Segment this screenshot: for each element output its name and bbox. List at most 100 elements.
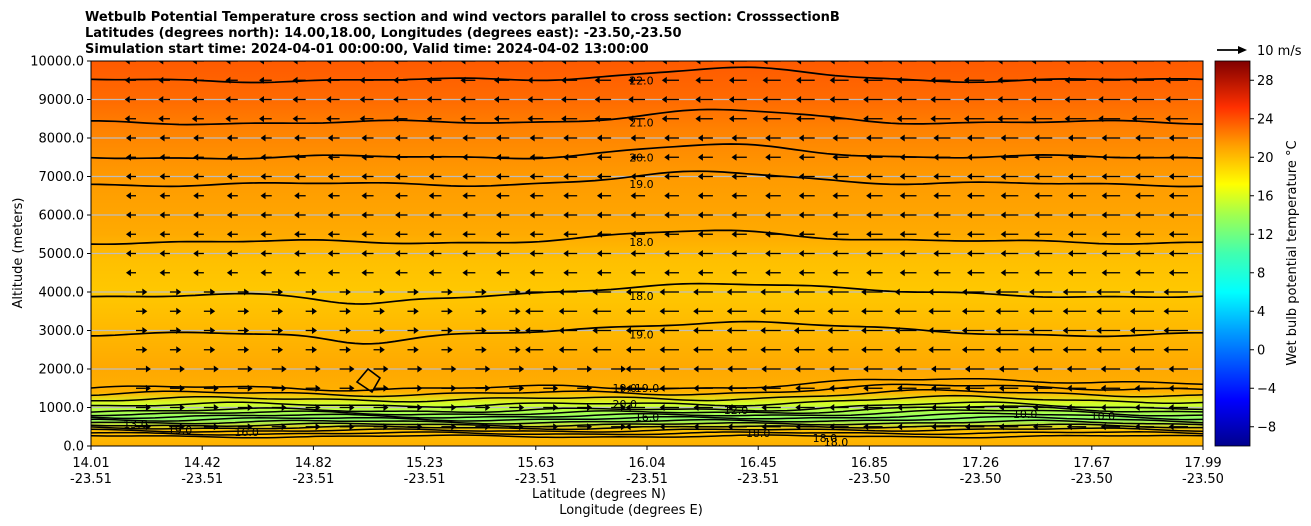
- wind-vector-head: [832, 211, 838, 219]
- wind-vector-head: [359, 115, 365, 123]
- wind-vector-head: [1032, 423, 1038, 431]
- wind-vector-head: [731, 230, 737, 238]
- wind-vector-head: [1101, 269, 1107, 277]
- wind-vector-head: [1101, 153, 1107, 161]
- wind-vector-head: [630, 269, 636, 277]
- wind-vector-head: [620, 423, 626, 431]
- wind-vector-head: [693, 365, 699, 373]
- wind-vector-head: [481, 346, 487, 354]
- wind-vector-head: [315, 423, 321, 431]
- wind-vector-head: [1096, 307, 1102, 315]
- wind-vector-head: [1067, 134, 1073, 142]
- wind-vector-head: [125, 211, 131, 219]
- wind-vector-head: [931, 404, 937, 411]
- wind-vector-head: [664, 173, 670, 180]
- wind-vector-head: [728, 76, 734, 84]
- wind-vector-head: [179, 384, 185, 392]
- wind-vector-head: [896, 115, 902, 123]
- wind-vector-head: [693, 404, 699, 411]
- wind-vector-head: [145, 404, 151, 411]
- wind-vector-head: [863, 365, 869, 373]
- wind-vector-head: [896, 96, 902, 103]
- wind-vector-head: [361, 192, 367, 200]
- wind-vector-head: [349, 384, 355, 392]
- wind-vector-head: [930, 61, 936, 65]
- wind-vector-head: [625, 288, 631, 296]
- wind-vector-head: [620, 404, 626, 411]
- wind-vector-head: [1168, 423, 1174, 431]
- wind-vector-head: [519, 365, 525, 373]
- x-tick-label-longitude: -23.51: [404, 472, 446, 487]
- wind-vector-head: [866, 153, 872, 161]
- wind-vector-head: [967, 134, 973, 142]
- wind-vector-head: [695, 115, 701, 123]
- wind-vector-head: [928, 307, 934, 315]
- wind-vector-head: [278, 288, 284, 296]
- quiver-key-arrowhead: [1238, 46, 1247, 54]
- wind-vector-head: [761, 365, 767, 373]
- wind-vector-head: [525, 327, 531, 334]
- wind-vector-head: [1032, 384, 1038, 392]
- wind-vector-head: [592, 288, 598, 296]
- wind-vector-head: [327, 192, 333, 200]
- wind-vector-head: [1067, 153, 1073, 161]
- wind-vector-head: [596, 173, 602, 180]
- wind-vector-head: [829, 384, 835, 392]
- wind-vector-head: [995, 346, 1001, 354]
- chart-title-line-3: Simulation start time: 2024-04-01 00:00:…: [85, 42, 649, 57]
- colorbar-tick-label: 24: [1257, 112, 1274, 127]
- y-tick-label: 1000.0: [39, 401, 85, 416]
- wind-vector-head: [659, 307, 665, 315]
- wind-vector-head: [1031, 115, 1037, 123]
- wind-vector-head: [1034, 211, 1040, 219]
- wind-vector-head: [258, 61, 264, 65]
- wind-vector-head: [1067, 269, 1073, 277]
- colorbar-tick-label: −8: [1257, 420, 1276, 435]
- wind-vector-head: [587, 365, 593, 373]
- wind-vector-head: [731, 173, 737, 180]
- wind-vector-head: [327, 250, 333, 257]
- wind-vector-head: [961, 307, 967, 315]
- wind-vector-head: [395, 269, 401, 277]
- wind-vector-head: [361, 173, 367, 180]
- wind-vector-head: [594, 96, 600, 103]
- wind-vector-head: [1062, 307, 1068, 315]
- wind-vector-head: [1029, 288, 1035, 296]
- wind-vector-head: [361, 153, 367, 161]
- wind-vector-head: [417, 384, 423, 392]
- wind-vector-head: [896, 61, 902, 65]
- wind-vector-head: [659, 365, 665, 373]
- wind-vector-head: [294, 269, 300, 277]
- wind-vector-head: [558, 288, 564, 296]
- wind-vector-head: [967, 269, 973, 277]
- wind-vector-head: [519, 404, 525, 411]
- wind-vector-head: [1098, 96, 1104, 103]
- wind-vector-head: [899, 230, 905, 238]
- chart-title-line-1: Wetbulb Potential Temperature cross sect…: [85, 10, 840, 25]
- contour-label-low-level: 18.0: [824, 436, 849, 449]
- wind-vector-head: [393, 96, 399, 103]
- wind-vector-head: [1062, 288, 1068, 296]
- wind-vector-head: [964, 404, 970, 411]
- wind-vector-head: [519, 384, 525, 392]
- wind-vector-head: [659, 327, 665, 334]
- wind-vector-head: [933, 153, 939, 161]
- wind-vector-head: [563, 192, 569, 200]
- wind-vector-head: [529, 192, 535, 200]
- contour-line-20.0: [91, 143, 1203, 160]
- wind-vector-head: [393, 115, 399, 123]
- wind-vector-head: [213, 423, 219, 431]
- wind-vector-head: [1165, 115, 1171, 123]
- wind-vector-head: [659, 423, 665, 431]
- contour-lines: [91, 66, 1203, 439]
- wind-vector-head: [866, 211, 872, 219]
- wind-vector-head: [727, 404, 733, 411]
- wind-vector-head: [1034, 134, 1040, 142]
- wind-vector-head: [278, 327, 284, 334]
- wind-vector-head: [361, 230, 367, 238]
- wind-vector-head: [379, 346, 385, 354]
- wind-vector-head: [529, 269, 535, 277]
- wind-vector-head: [258, 96, 264, 103]
- wind-vector-head: [726, 346, 732, 354]
- wind-vector-head: [413, 288, 419, 296]
